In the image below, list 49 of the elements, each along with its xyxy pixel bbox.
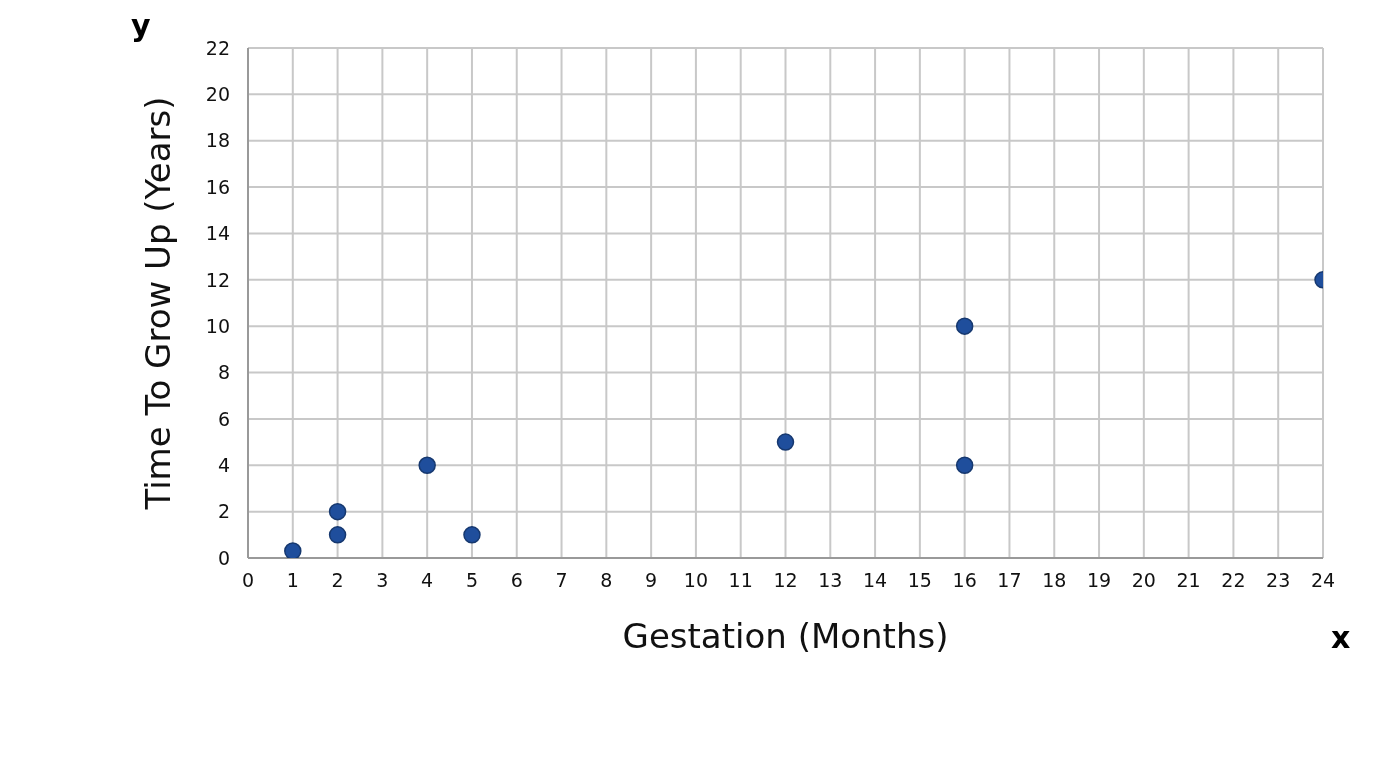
- x-tick-label: 4: [421, 569, 434, 592]
- point: [955, 317, 974, 335]
- x-tick-label: 14: [862, 569, 888, 592]
- text: x: [1331, 620, 1351, 655]
- point: [776, 433, 795, 451]
- y-tick-label: 12: [205, 268, 230, 291]
- x-tick-label: 20: [1131, 569, 1156, 592]
- y-axis-title: Time To Grow Up (Years): [138, 96, 179, 511]
- x-tick-label: 23: [1266, 569, 1291, 592]
- y-tick-label: 0: [217, 546, 230, 569]
- x-tick-label: 1: [286, 569, 299, 592]
- x-tick-label: 16: [952, 569, 977, 592]
- y-tick-label: 16: [205, 175, 230, 198]
- x-tick-label: 18: [1042, 569, 1067, 592]
- point: [284, 542, 302, 558]
- x-tick-label: 22: [1221, 569, 1246, 592]
- x-tick-label: 24: [1310, 569, 1336, 592]
- y-tick-label: 2: [217, 500, 230, 523]
- x-tick-label: 15: [907, 569, 932, 592]
- x-tick-label: 0: [241, 569, 255, 592]
- point: [463, 526, 481, 544]
- y-tick-label: 20: [205, 83, 230, 106]
- point: [328, 502, 347, 521]
- y-tick-label: 10: [205, 314, 230, 337]
- x-tick-label: 19: [1086, 569, 1112, 592]
- x-tick-label: 6: [510, 569, 523, 592]
- x-tick-label: 9: [645, 569, 658, 592]
- x-tick-label: 13: [818, 569, 843, 592]
- x-tick-label: 12: [773, 569, 798, 592]
- x-tick-label: 2: [331, 569, 344, 592]
- point: [955, 456, 974, 475]
- x-tick-label: 17: [997, 569, 1022, 592]
- x-tick-label: 11: [728, 569, 753, 592]
- point: [418, 456, 436, 475]
- x-tick-label: 21: [1176, 569, 1201, 592]
- point: [328, 526, 347, 544]
- x-axis-title: Gestation (Months): [622, 616, 949, 656]
- y-tick-label: 8: [217, 361, 230, 384]
- y-tick-label: 4: [217, 454, 230, 477]
- x-tick-label: 5: [465, 569, 479, 592]
- x-tick-label: 10: [683, 569, 709, 592]
- text: y: [131, 8, 151, 43]
- y-tick-label: 18: [205, 129, 230, 152]
- x-tick-label: 7: [555, 569, 568, 592]
- x-tick-label: 3: [376, 569, 389, 592]
- x-tick-label: 8: [600, 569, 613, 592]
- y-tick-label: 22: [205, 36, 230, 59]
- y-tick-label: 6: [217, 407, 230, 430]
- y-tick-label: 14: [205, 222, 230, 245]
